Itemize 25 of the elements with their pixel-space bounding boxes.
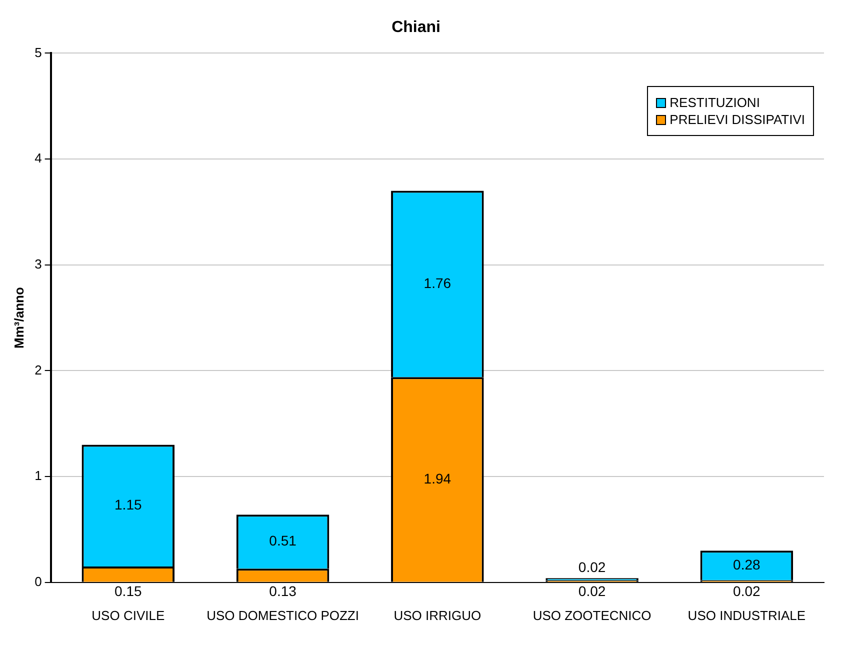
data-label: 1.76 — [424, 274, 452, 291]
x-tick-label: USO IRRIGUO — [394, 608, 482, 623]
data-label: 0.02 — [733, 582, 761, 599]
x-tick-label: USO CIVILE — [92, 608, 165, 623]
data-label: 0.15 — [114, 582, 142, 599]
y-tick-label: 4 — [34, 150, 42, 166]
data-label: 0.51 — [269, 532, 297, 549]
y-tick-label: 1 — [34, 468, 42, 484]
y-tick-label: 0 — [34, 574, 42, 589]
y-tick-label: 2 — [34, 362, 42, 378]
y-axis-title: Mm³/anno — [11, 287, 26, 348]
legend-label: PRELIEVI DISSIPATIVI — [670, 112, 805, 127]
data-label: 1.94 — [424, 470, 452, 486]
y-tick-label: 5 — [34, 44, 42, 60]
data-label: 0.02 — [578, 559, 606, 576]
x-tick-label: USO INDUSTRIALE — [688, 608, 806, 623]
x-tick-label: USO ZOOTECNICO — [532, 608, 652, 623]
y-tick-label: 3 — [34, 256, 42, 272]
data-label: 0.02 — [578, 582, 606, 599]
legend-label: RESTITUZIONI — [670, 95, 760, 110]
x-tick-label: USO DOMESTICO POZZI — [206, 608, 359, 623]
data-label: 1.15 — [114, 496, 142, 513]
data-label: 0.13 — [269, 582, 297, 599]
chart-title: Chiani — [392, 19, 440, 36]
data-label: 0.28 — [733, 556, 761, 572]
